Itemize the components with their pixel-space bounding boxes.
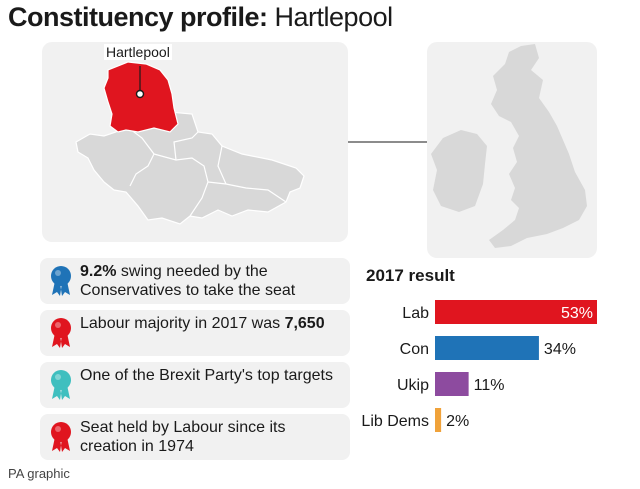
value-label: 11%: [474, 377, 505, 394]
value-label: 34%: [544, 341, 576, 358]
uk-map: [431, 44, 587, 248]
rosette-icon: [51, 266, 71, 296]
category-label: Con: [400, 341, 429, 358]
bar: [435, 300, 597, 324]
bar: [435, 336, 539, 360]
rosette-icon: [51, 318, 71, 348]
category-label: Lib Dems: [361, 413, 429, 430]
results-bar-chart: Lab 53% Con 34% Ukip 11% Lib Dems 2%: [361, 300, 597, 432]
ireland-shape: [431, 130, 487, 212]
fact-item: One of the Brexit Party's top targets: [40, 362, 350, 408]
neighbouring-constituencies: [75, 111, 305, 225]
bar: [435, 372, 469, 396]
uk-map-panel: [427, 42, 597, 258]
great-britain-shape: [489, 44, 587, 248]
constituency-label: Hartlepool: [104, 44, 172, 60]
fact-item: Seat held by Labour since its creation i…: [40, 414, 350, 460]
fact-text: Seat held by Labour since its creation i…: [80, 419, 286, 455]
fact-text: Labour majority in 2017 was 7,650: [80, 315, 325, 332]
local-area-map: [75, 61, 305, 225]
chart-title: 2017 result: [366, 266, 455, 285]
rosette-icon: [51, 422, 71, 452]
source-credit: PA graphic: [8, 466, 70, 481]
local-map-panel: [42, 42, 348, 242]
value-label: 53%: [561, 305, 593, 322]
category-label: Ukip: [397, 377, 429, 394]
title-bold: Constituency profile:: [8, 2, 268, 32]
title-light: Hartlepool: [274, 2, 394, 32]
fact-text: 9.2% swing needed by the Conservatives t…: [80, 263, 296, 299]
constituency-marker: [135, 89, 145, 99]
bar: [435, 408, 442, 432]
fact-item: Labour majority in 2017 was 7,650: [40, 310, 350, 356]
fact-item: 9.2% swing needed by the Conservatives t…: [40, 258, 350, 304]
value-label: 2%: [446, 413, 469, 430]
page-title: Constituency profile: Hartlepool: [8, 2, 393, 33]
rosette-icon: [51, 370, 71, 400]
category-label: Lab: [402, 305, 429, 322]
fact-text: One of the Brexit Party's top targets: [80, 367, 333, 384]
